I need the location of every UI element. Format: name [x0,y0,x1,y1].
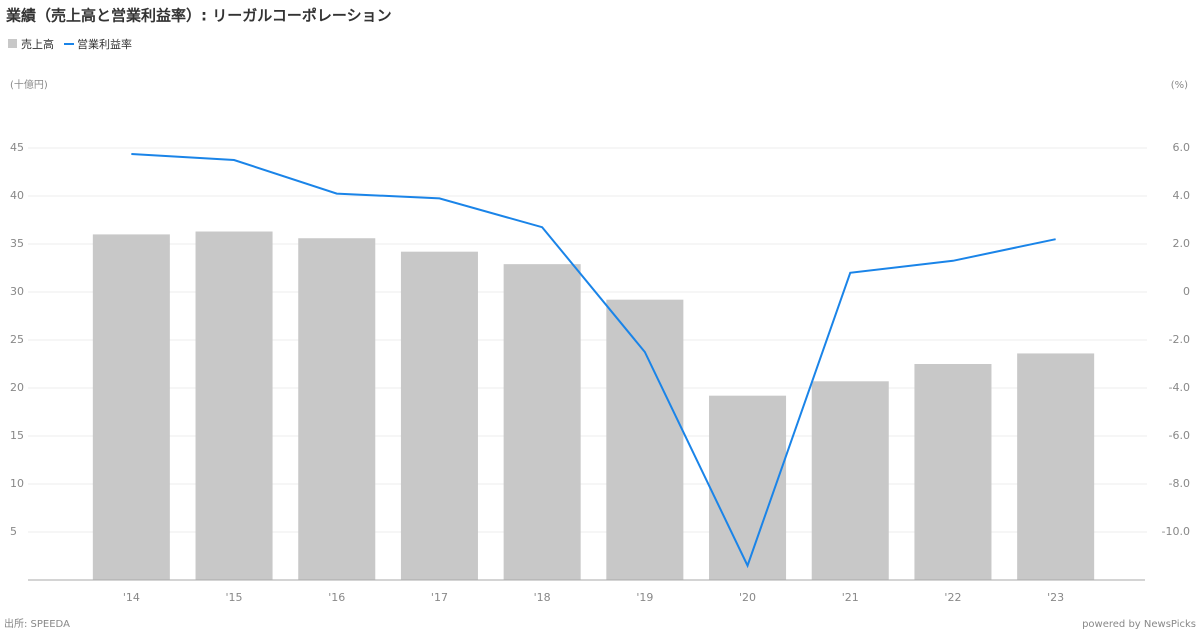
y-tick-label: 20 [10,381,24,394]
x-tick-label: '16 [328,591,345,604]
y2-tick-label: -10.0 [1162,525,1190,538]
credit: powered by NewsPicks [1082,619,1196,630]
x-tick-label: '17 [431,591,448,604]
line [131,153,1056,569]
y2-tick-label: 6.0 [1173,141,1191,154]
y-tick-label: 5 [10,525,17,538]
bar [195,231,273,580]
y-tick-label: 15 [10,429,24,442]
legend-label: 売上高 [21,37,54,51]
y2-tick-label: 2.0 [1173,237,1191,250]
x-tick-label: '22 [944,591,961,604]
x-tick-label: '18 [534,591,551,604]
bar [400,251,478,580]
x-tick-label: '14 [123,591,140,604]
y2-axis-label: (%) [1171,80,1188,91]
legend-label: 営業利益率 [77,37,132,51]
y2-tick-label: -6.0 [1169,429,1190,442]
y-tick-label: 10 [10,477,24,490]
bar [606,299,684,580]
bar [811,381,889,580]
y-tick-label: 35 [10,237,24,250]
y2-tick-label: -8.0 [1169,477,1190,490]
x-tick-label: '21 [842,591,859,604]
bar [92,234,170,580]
y2-tick-label: -4.0 [1169,381,1190,394]
y-tick-label: 25 [10,333,24,346]
legend-swatch [8,39,17,48]
chart-title: 業績（売上高と営業利益率）: リーガルコーポレーション [5,7,392,25]
bar [503,264,581,580]
x-tick-label: '23 [1047,591,1064,604]
bar [709,395,787,580]
y2-tick-label: 4.0 [1173,189,1191,202]
y-tick-label: 40 [10,189,24,202]
y-tick-label: 30 [10,285,24,298]
y2-tick-label: -2.0 [1169,333,1190,346]
bar [298,238,376,581]
y-axis-label: (十億円) [10,78,48,91]
x-tick-label: '19 [636,591,653,604]
y-tick-label: 45 [10,141,24,154]
x-tick-label: '15 [226,591,243,604]
bar [1017,353,1095,580]
bar [914,364,992,580]
x-tick-label: '20 [739,591,756,604]
y2-tick-label: 0 [1183,285,1190,298]
source: 出所: SPEEDA [4,617,70,630]
